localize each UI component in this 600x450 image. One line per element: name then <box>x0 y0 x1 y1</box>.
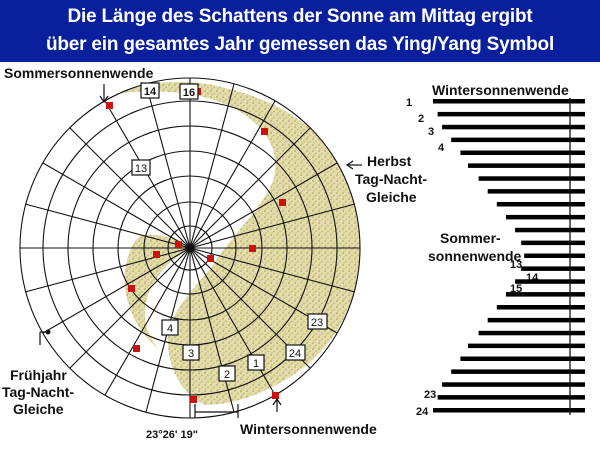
shadow-bar <box>521 240 585 246</box>
shadow-bar <box>487 317 585 323</box>
marker <box>190 396 197 403</box>
svg-text:2: 2 <box>224 369 230 381</box>
shadow-bar <box>451 369 585 374</box>
number-box-4: 4 <box>161 319 179 336</box>
autumn-equinox-label-2: Tag-Nacht- <box>355 171 427 187</box>
number-box-24: 24 <box>285 344 306 361</box>
title-line-1: Die Länge des Schattens der Sonne am Mit… <box>67 6 533 27</box>
shadow-bar <box>506 214 585 220</box>
marker <box>279 199 286 206</box>
bar-chart-summer-label-1: Sommer- <box>440 230 501 246</box>
spring-equinox-label-3: Gleiche <box>13 401 64 417</box>
marker <box>272 392 279 399</box>
shadow-bar <box>521 266 585 271</box>
row-label-24: 24 <box>416 406 429 418</box>
marker <box>153 251 160 258</box>
marker <box>249 245 256 252</box>
shadow-bar <box>460 150 585 155</box>
shadow-bar <box>437 395 585 400</box>
tilt-angle-label: 23°26' 19" <box>146 429 198 441</box>
svg-text:14: 14 <box>144 86 157 98</box>
row-label-1: 1 <box>406 97 412 109</box>
shadow-bar <box>468 343 585 349</box>
number-box-3: 3 <box>182 344 200 361</box>
marker <box>261 128 268 135</box>
shadow-bar <box>515 227 585 233</box>
bar-chart-summer-label-2: sonnenwende <box>428 248 522 264</box>
shadow-bar <box>496 305 585 310</box>
bar-chart <box>433 99 585 413</box>
shadow-bar <box>451 137 585 143</box>
shadow-bar <box>433 408 585 413</box>
row-label-15: 15 <box>510 283 522 295</box>
shadow-bar <box>506 292 585 297</box>
shadow-bar <box>437 111 585 117</box>
marker <box>175 241 182 248</box>
shadow-bar <box>487 189 585 194</box>
polar-grid <box>19 77 361 419</box>
title-line-2: über ein gesamtes Jahr gemessen das Ying… <box>45 34 555 55</box>
row-label-23: 23 <box>424 389 436 401</box>
shadow-bar <box>524 253 585 258</box>
svg-text:23: 23 <box>311 317 323 329</box>
autumn-equinox-label-3: Gleiche <box>366 189 417 205</box>
bar-row-labels: 1 2 3 4 13 14 15 23 24 <box>406 97 539 418</box>
shadow-bar <box>478 176 585 181</box>
spring-equinox-label-1: Frühjahr <box>10 367 67 383</box>
shadow-bar <box>442 124 585 130</box>
shadow-bar <box>433 99 585 104</box>
summer-solstice-label: Sommersonnenwende <box>4 65 154 81</box>
marker <box>106 102 113 109</box>
number-box-13: 13 <box>131 159 151 176</box>
marker <box>133 345 140 352</box>
number-box-23: 23 <box>307 313 328 330</box>
marker <box>207 255 214 262</box>
svg-text:3: 3 <box>188 348 194 360</box>
number-box-16: 16 <box>179 83 199 100</box>
autumn-equinox-label-1: Herbst <box>367 153 412 169</box>
boxed-numbers: 14 16 13 4 3 2 1 24 23 <box>131 82 328 382</box>
row-label-13: 13 <box>510 259 522 271</box>
row-label-4: 4 <box>438 142 445 154</box>
shadow-bar <box>460 356 585 361</box>
number-box-2: 2 <box>218 365 236 382</box>
row-label-3: 3 <box>428 126 434 138</box>
row-label-2: 2 <box>418 113 424 125</box>
svg-text:13: 13 <box>135 163 147 175</box>
pointer-arrows <box>39 84 362 418</box>
spring-equinox-label-2: Tag-Nacht- <box>2 384 74 400</box>
number-box-14: 14 <box>140 82 160 99</box>
title-banner: Die Länge des Schattens der Sonne am Mit… <box>0 0 600 62</box>
number-box-1: 1 <box>247 354 265 371</box>
svg-text:24: 24 <box>289 348 301 360</box>
shadow-bar <box>478 330 585 336</box>
svg-text:16: 16 <box>183 87 195 99</box>
svg-text:4: 4 <box>167 323 173 335</box>
shadow-bar <box>496 202 585 207</box>
svg-text:1: 1 <box>253 358 259 370</box>
winter-solstice-label: Wintersonnenwende <box>240 421 377 437</box>
shadow-bar <box>468 163 585 168</box>
marker <box>128 285 135 292</box>
bar-chart-winter-label: Wintersonnenwende <box>432 82 569 98</box>
shadow-bar <box>442 382 585 387</box>
shadow-bar <box>515 279 585 284</box>
